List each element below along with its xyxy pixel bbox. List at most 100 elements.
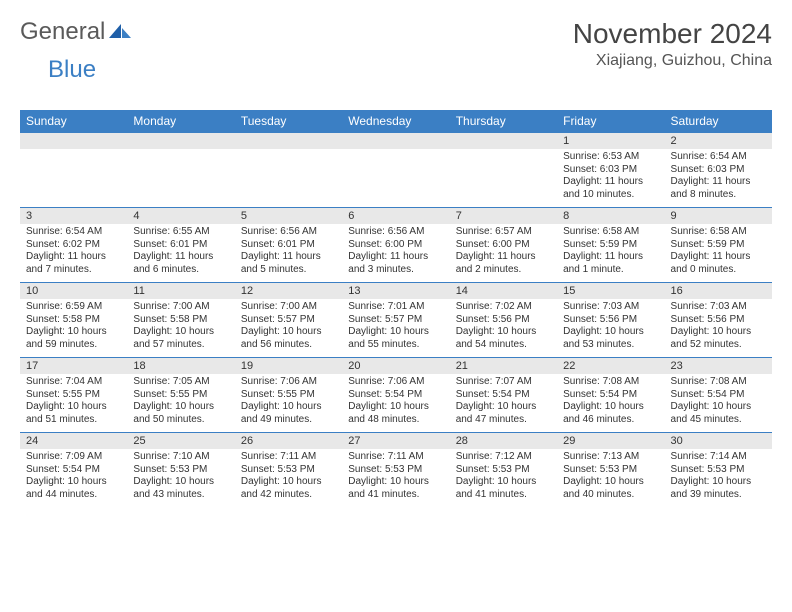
day-content: Sunrise: 6:53 AMSunset: 6:03 PMDaylight:… [557,149,664,207]
day-content: Sunrise: 7:03 AMSunset: 5:56 PMDaylight:… [557,299,664,357]
day-content: Sunrise: 7:06 AMSunset: 5:54 PMDaylight:… [342,374,449,432]
day-number: 14 [450,283,557,299]
day-cell: 7Sunrise: 6:57 AMSunset: 6:00 PMDaylight… [450,208,557,283]
day-content: Sunrise: 6:56 AMSunset: 6:00 PMDaylight:… [342,224,449,282]
day-cell: 6Sunrise: 6:56 AMSunset: 6:00 PMDaylight… [342,208,449,283]
day-cell: 5Sunrise: 6:56 AMSunset: 6:01 PMDaylight… [235,208,342,283]
day-cell: 30Sunrise: 7:14 AMSunset: 5:53 PMDayligh… [665,433,772,508]
day-number: 19 [235,358,342,374]
day-number: 27 [342,433,449,449]
day-content: Sunrise: 7:08 AMSunset: 5:54 PMDaylight:… [557,374,664,432]
day-content: Sunrise: 7:09 AMSunset: 5:54 PMDaylight:… [20,449,127,507]
day-cell: 27Sunrise: 7:11 AMSunset: 5:53 PMDayligh… [342,433,449,508]
weekday-header: Saturday [665,110,772,133]
day-content: Sunrise: 7:03 AMSunset: 5:56 PMDaylight:… [665,299,772,357]
day-content: Sunrise: 6:58 AMSunset: 5:59 PMDaylight:… [665,224,772,282]
day-number: 15 [557,283,664,299]
day-number: 11 [127,283,234,299]
day-cell: 12Sunrise: 7:00 AMSunset: 5:57 PMDayligh… [235,283,342,358]
day-number: 25 [127,433,234,449]
logo-text-blue: Blue [48,56,96,83]
day-content: Sunrise: 7:08 AMSunset: 5:54 PMDaylight:… [665,374,772,432]
day-cell: 9Sunrise: 6:58 AMSunset: 5:59 PMDaylight… [665,208,772,283]
day-number: 18 [127,358,234,374]
weekday-header: Monday [127,110,234,133]
day-cell: 4Sunrise: 6:55 AMSunset: 6:01 PMDaylight… [127,208,234,283]
day-number: 2 [665,133,772,149]
day-cell: 26Sunrise: 7:11 AMSunset: 5:53 PMDayligh… [235,433,342,508]
calendar-table: SundayMondayTuesdayWednesdayThursdayFrid… [20,110,772,507]
day-cell: 25Sunrise: 7:10 AMSunset: 5:53 PMDayligh… [127,433,234,508]
day-content: Sunrise: 7:07 AMSunset: 5:54 PMDaylight:… [450,374,557,432]
day-cell: 17Sunrise: 7:04 AMSunset: 5:55 PMDayligh… [20,358,127,433]
day-number: 8 [557,208,664,224]
logo-text-general: General [20,18,105,46]
day-number: 29 [557,433,664,449]
day-content: Sunrise: 7:06 AMSunset: 5:55 PMDaylight:… [235,374,342,432]
day-content: Sunrise: 7:10 AMSunset: 5:53 PMDaylight:… [127,449,234,507]
day-cell: 19Sunrise: 7:06 AMSunset: 5:55 PMDayligh… [235,358,342,433]
day-cell: 3Sunrise: 6:54 AMSunset: 6:02 PMDaylight… [20,208,127,283]
day-number: 30 [665,433,772,449]
day-number: 16 [665,283,772,299]
day-cell: 24Sunrise: 7:09 AMSunset: 5:54 PMDayligh… [20,433,127,508]
day-cell: 15Sunrise: 7:03 AMSunset: 5:56 PMDayligh… [557,283,664,358]
day-content: Sunrise: 6:57 AMSunset: 6:00 PMDaylight:… [450,224,557,282]
day-cell: 23Sunrise: 7:08 AMSunset: 5:54 PMDayligh… [665,358,772,433]
day-cell: 11Sunrise: 7:00 AMSunset: 5:58 PMDayligh… [127,283,234,358]
day-number: 3 [20,208,127,224]
day-number: 9 [665,208,772,224]
day-content: Sunrise: 6:54 AMSunset: 6:03 PMDaylight:… [665,149,772,207]
month-title: November 2024 [573,18,772,50]
day-cell: 1Sunrise: 6:53 AMSunset: 6:03 PMDaylight… [557,133,664,208]
weekday-header: Wednesday [342,110,449,133]
day-content: Sunrise: 7:02 AMSunset: 5:56 PMDaylight:… [450,299,557,357]
day-number: 13 [342,283,449,299]
day-number: 17 [20,358,127,374]
day-number: 10 [20,283,127,299]
day-content: Sunrise: 6:59 AMSunset: 5:58 PMDaylight:… [20,299,127,357]
day-content: Sunrise: 6:56 AMSunset: 6:01 PMDaylight:… [235,224,342,282]
day-cell [127,133,234,208]
weekday-header: Sunday [20,110,127,133]
day-content: Sunrise: 6:58 AMSunset: 5:59 PMDaylight:… [557,224,664,282]
day-cell: 22Sunrise: 7:08 AMSunset: 5:54 PMDayligh… [557,358,664,433]
day-number: 6 [342,208,449,224]
day-cell: 8Sunrise: 6:58 AMSunset: 5:59 PMDaylight… [557,208,664,283]
day-cell [450,133,557,208]
day-content: Sunrise: 7:14 AMSunset: 5:53 PMDaylight:… [665,449,772,507]
day-content: Sunrise: 6:54 AMSunset: 6:02 PMDaylight:… [20,224,127,282]
day-number: 21 [450,358,557,374]
day-number: 24 [20,433,127,449]
day-number: 20 [342,358,449,374]
day-number: 23 [665,358,772,374]
day-cell: 14Sunrise: 7:02 AMSunset: 5:56 PMDayligh… [450,283,557,358]
day-number: 5 [235,208,342,224]
day-cell [235,133,342,208]
day-content: Sunrise: 7:05 AMSunset: 5:55 PMDaylight:… [127,374,234,432]
day-cell: 2Sunrise: 6:54 AMSunset: 6:03 PMDaylight… [665,133,772,208]
day-content: Sunrise: 7:01 AMSunset: 5:57 PMDaylight:… [342,299,449,357]
day-content: Sunrise: 6:55 AMSunset: 6:01 PMDaylight:… [127,224,234,282]
day-cell [342,133,449,208]
day-content: Sunrise: 7:13 AMSunset: 5:53 PMDaylight:… [557,449,664,507]
day-cell [20,133,127,208]
weekday-header-row: SundayMondayTuesdayWednesdayThursdayFrid… [20,110,772,133]
day-cell: 28Sunrise: 7:12 AMSunset: 5:53 PMDayligh… [450,433,557,508]
day-number: 7 [450,208,557,224]
day-cell: 18Sunrise: 7:05 AMSunset: 5:55 PMDayligh… [127,358,234,433]
logo-sail-icon [109,20,131,45]
day-number: 26 [235,433,342,449]
day-number: 1 [557,133,664,149]
day-number: 28 [450,433,557,449]
day-content: Sunrise: 7:00 AMSunset: 5:58 PMDaylight:… [127,299,234,357]
logo: General [20,18,133,46]
day-cell: 20Sunrise: 7:06 AMSunset: 5:54 PMDayligh… [342,358,449,433]
day-content: Sunrise: 7:04 AMSunset: 5:55 PMDaylight:… [20,374,127,432]
day-number: 12 [235,283,342,299]
weekday-header: Friday [557,110,664,133]
day-cell: 21Sunrise: 7:07 AMSunset: 5:54 PMDayligh… [450,358,557,433]
day-content: Sunrise: 7:11 AMSunset: 5:53 PMDaylight:… [235,449,342,507]
day-cell: 16Sunrise: 7:03 AMSunset: 5:56 PMDayligh… [665,283,772,358]
weekday-header: Thursday [450,110,557,133]
